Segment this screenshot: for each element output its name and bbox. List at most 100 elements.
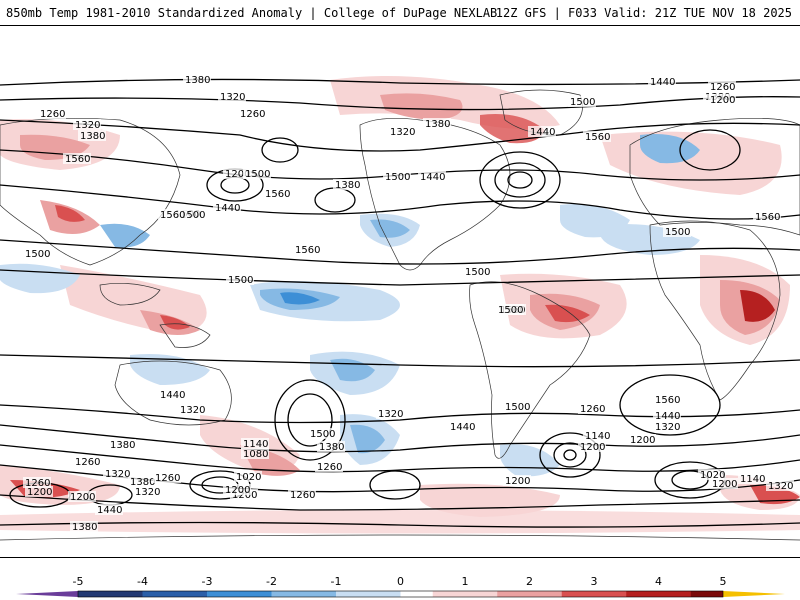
- contour-label: 1320: [378, 409, 403, 420]
- colorbar-tick-label: 0: [397, 575, 404, 588]
- contour-label: 1500: [180, 210, 205, 221]
- colorbar-segment: [432, 591, 466, 597]
- contour-label: 1500: [665, 227, 690, 238]
- contour-label: 1380: [319, 442, 344, 453]
- contour-label: 1140: [585, 431, 610, 442]
- contour-label: 1440: [450, 422, 475, 433]
- contour-label: 1560: [265, 189, 290, 200]
- contour-label: 1380: [72, 522, 97, 533]
- colorbar-min-triangle: [16, 591, 78, 597]
- colorbar-segment: [110, 591, 143, 597]
- contour-label: 1500: [228, 275, 253, 286]
- contour-label: 1200: [225, 485, 250, 496]
- contour-label: 1260: [317, 462, 342, 473]
- contour-label: 1260: [155, 473, 180, 484]
- colorbar-max-triangle: [723, 591, 785, 597]
- contour-label: 1140: [740, 474, 765, 485]
- contour-label: 1200: [27, 487, 52, 498]
- contour-label: 1500: [245, 169, 270, 180]
- colorbar-tick-label: -3: [202, 575, 213, 588]
- contour-label: 1380: [130, 477, 155, 488]
- colorbar-segment: [465, 591, 498, 597]
- contour-label: 1320: [105, 469, 130, 480]
- contour-label: 1260: [290, 490, 315, 501]
- contour-label: 1320: [655, 422, 680, 433]
- colorbar-segment: [626, 591, 659, 597]
- colorbar-tick-label: -5: [73, 575, 84, 588]
- anomaly-map: 1380132012601320138015601260120015001440…: [0, 74, 800, 541]
- contour-label: 1260: [580, 404, 605, 415]
- colorbar-segment: [142, 591, 176, 597]
- colorbar-tick-label: -2: [266, 575, 277, 588]
- contour-label: 1320: [768, 481, 793, 492]
- contour-label: 1200: [232, 490, 257, 501]
- colorbar-segment: [400, 591, 434, 597]
- colorbar-segment: [658, 591, 692, 597]
- contour-label: 1380: [110, 440, 135, 451]
- contour-label: 1020: [236, 472, 261, 483]
- colorbar-segment: [368, 591, 401, 597]
- colorbar-segment: [239, 591, 272, 597]
- colorbar-segment: [529, 591, 563, 597]
- contour-label: 1500: [385, 172, 410, 183]
- contour-label: 1200: [630, 435, 655, 446]
- contour-label: 1080: [243, 449, 268, 460]
- colorbar-tick-label: 1: [462, 575, 469, 588]
- colorbar-tick-label: 2: [526, 575, 533, 588]
- contour-label: 1260: [710, 82, 735, 93]
- contour-label: 1320: [220, 92, 245, 103]
- contour-label: 1140: [243, 439, 268, 450]
- contour-label: 1200: [580, 442, 605, 453]
- contour-label: 1020: [700, 470, 725, 481]
- contour-label: 1260: [75, 457, 100, 468]
- colorbar-segment: [594, 591, 627, 597]
- contour-label: 1200: [712, 479, 737, 490]
- colorbar-tick-label: 3: [591, 575, 598, 588]
- contour-label: 1560: [655, 395, 680, 406]
- contour-label: 1500: [498, 305, 523, 316]
- contour-label: 1320: [135, 487, 160, 498]
- contour-label: 1260: [240, 109, 265, 120]
- contour-label: 1260: [40, 109, 65, 120]
- contour-label: 1440: [655, 411, 680, 422]
- contour-label: 1320: [390, 127, 415, 138]
- contour-label: 1380: [185, 75, 210, 86]
- coastlines: [0, 89, 800, 541]
- contour-label: 1320: [75, 120, 100, 131]
- colorbar-segment: [271, 591, 305, 597]
- contour-label: 1440: [215, 203, 240, 214]
- contour-label: 1500: [505, 402, 530, 413]
- contour-label: 1200: [225, 169, 250, 180]
- colorbar-segment: [497, 591, 530, 597]
- contour-label: 1260: [25, 478, 50, 489]
- contour-label: 1560: [160, 210, 185, 221]
- contour-label: 1560: [585, 132, 610, 143]
- contour-label: 1440: [530, 127, 555, 138]
- model-valid-time: 12Z GFS | F033 Valid: 21Z TUE NOV 18 202…: [495, 6, 792, 20]
- contour-label: 1440: [97, 505, 122, 516]
- contour-label: 1560: [295, 245, 320, 256]
- colorbar-segment: [174, 591, 208, 597]
- contour-label: 1560: [65, 154, 90, 165]
- colorbar-segment: [303, 591, 337, 597]
- colorbar-segment: [336, 591, 369, 597]
- contour-label: 1440: [650, 77, 675, 88]
- contour-label: 1380: [335, 180, 360, 191]
- colorbar-tick-label: 5: [720, 575, 727, 588]
- contour-label: 1200: [70, 492, 95, 503]
- contour-label: 1320: [180, 405, 205, 416]
- contour-label: 1380: [80, 131, 105, 142]
- colorbar-tick-label: -4: [137, 575, 148, 588]
- colorbar-segment: [78, 591, 111, 597]
- contour-label: 1500: [310, 429, 335, 440]
- colorbar-segment: [207, 591, 240, 597]
- contour-label: 1500: [465, 267, 490, 278]
- map-title: 850mb Temp 1981-2010 Standardized Anomal…: [6, 6, 498, 20]
- contour-label: 1440: [420, 172, 445, 183]
- colorbar-segment: [561, 591, 595, 597]
- contour-label: 1500: [25, 249, 50, 260]
- anomaly-colorbar: -5 -4 -3 -2 -1 0 1 2 3 4 5: [16, 575, 785, 598]
- contour-labels: 1380132012601320138015601260120015001440…: [23, 74, 794, 533]
- colorbar-tick-label: -1: [331, 575, 342, 588]
- colorbar-tick-label: 4: [655, 575, 662, 588]
